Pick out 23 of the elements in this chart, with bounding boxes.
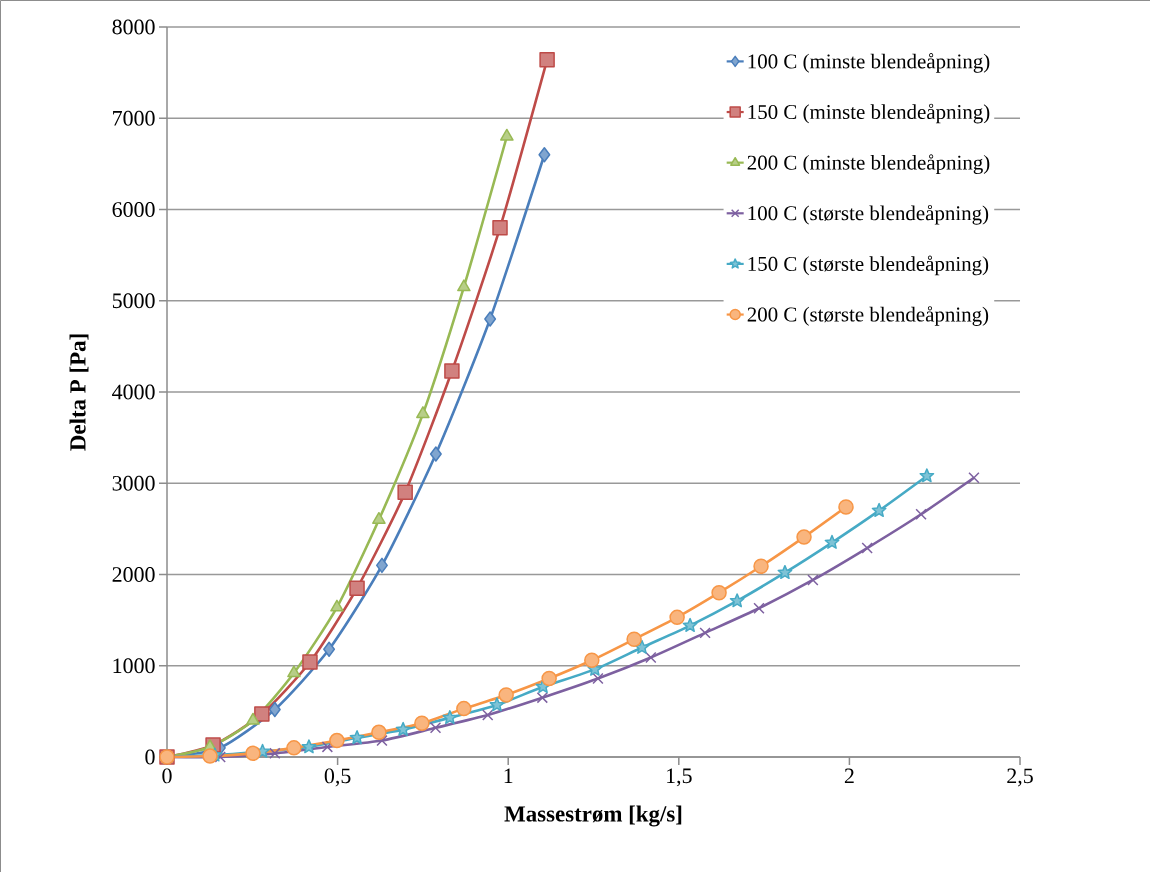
y-axis-title: Delta P [Pa] — [69, 334, 89, 451]
y-tick-label: 5000 — [112, 293, 155, 309]
y-tick-label: 2000 — [112, 567, 155, 582]
y-tick-label: 4000 — [112, 384, 155, 400]
x-tick-label: 1 — [504, 768, 513, 783]
x-tick-label: 2,5 — [1007, 768, 1033, 787]
legend-label: 200 C (største blendeåpning) — [747, 306, 989, 326]
x-tick-label: 0 — [162, 768, 172, 784]
y-tick-label: 8000 — [112, 19, 155, 35]
legend-label: 100 C (største blendeåpning) — [748, 204, 989, 225]
y-tick-label: 3000 — [112, 475, 155, 491]
legend-label: 150 C (største blendeåpning) — [748, 255, 989, 276]
y-tick-label: 1000 — [113, 658, 155, 674]
y-tick-label: 6000 — [112, 202, 155, 217]
x-axis-title: Massestrøm [kg/s] — [504, 805, 682, 827]
legend-label: 150 C (minste blendeåpning) — [748, 103, 990, 124]
x-tick-label: 0,5 — [324, 768, 351, 787]
x-tick-label: 1,5 — [667, 768, 692, 787]
legend-label: 200 C (minste blendeåpning) — [747, 154, 990, 175]
legend-label: 100 C (minste blendeåpning) — [748, 53, 990, 73]
x-tick-label: 2 — [844, 768, 854, 784]
y-tick-label: 0 — [145, 749, 155, 765]
y-tick-label: 7000 — [113, 110, 155, 126]
